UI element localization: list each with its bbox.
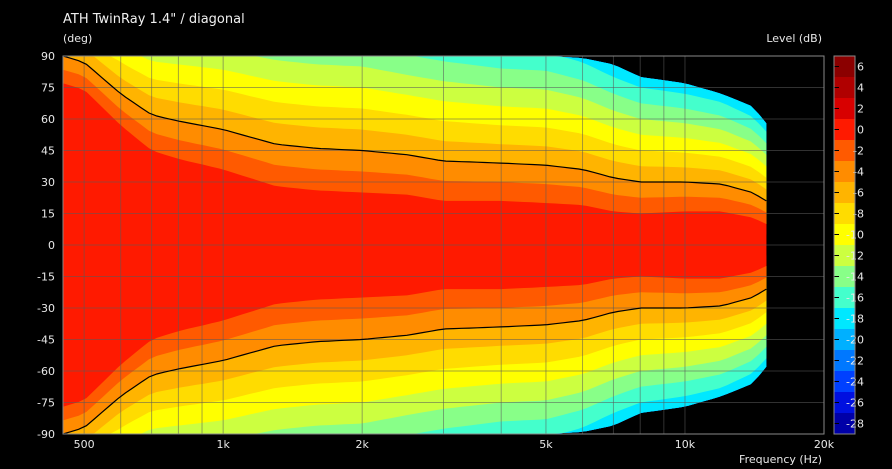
colorbar-tick-label: -2: [853, 145, 864, 158]
colorbar-swatch: [834, 77, 855, 99]
colorbar-swatch: [834, 161, 855, 183]
contour-line-upper: [62, 55, 767, 202]
colorbar-swatch: [834, 392, 855, 414]
colorbar-tick-label: 6: [857, 61, 864, 74]
colorbar-swatch: [834, 371, 855, 393]
colorbar-swatch: [834, 329, 855, 351]
colorbar-swatch: [834, 140, 855, 162]
x-tick-label: 5k: [539, 438, 553, 451]
y-tick-label: 15: [41, 208, 55, 221]
y-tick-label: -90: [37, 428, 55, 441]
x-axis-label: Frequency (Hz): [739, 453, 822, 466]
colorbar-tick-label: 4: [857, 82, 864, 95]
y-tick-label: -15: [37, 271, 55, 284]
y-tick-label: 60: [41, 113, 55, 126]
y-tick-label: 75: [41, 82, 55, 95]
y-tick-label: 0: [48, 239, 55, 252]
y-axis-label: (deg): [63, 32, 93, 45]
colorbar-tick-label: -8: [853, 208, 864, 221]
colorbar-swatch: [834, 224, 855, 246]
y-tick-label: -75: [37, 397, 55, 410]
colorbar-tick-label: -4: [853, 166, 864, 179]
colorbar-swatch: [834, 245, 855, 267]
colorbar-frame: [833, 55, 856, 435]
y-tick-label: -30: [37, 302, 55, 315]
colorbar-swatch: [834, 203, 855, 225]
y-tick-label: 30: [41, 176, 55, 189]
colorbar-swatch: [834, 350, 855, 372]
x-tick-label: 1k: [216, 438, 230, 451]
colorbar-tick-label: -6: [853, 187, 864, 200]
colorbar-swatch: [834, 56, 855, 78]
colorbar-swatch: [834, 287, 855, 309]
colorbar-swatch: [834, 182, 855, 204]
y-tick-label: -45: [37, 334, 55, 347]
colorbar-swatch: [834, 308, 855, 330]
colorbar-tick-label: 2: [857, 103, 864, 116]
y-tick-label: 45: [41, 145, 55, 158]
plot-frame: [62, 55, 825, 435]
y-tick-label: 90: [41, 50, 55, 63]
colorbar-swatch: [834, 119, 855, 141]
x-tick-label: 20k: [814, 438, 835, 451]
y-tick-label: -60: [37, 365, 55, 378]
contour-line-lower: [62, 288, 767, 435]
x-tick-label: 500: [74, 438, 95, 451]
colorbar-tick-label: 0: [857, 124, 864, 137]
colorbar-swatch: [834, 98, 855, 120]
x-tick-label: 2k: [355, 438, 369, 451]
colorbar-swatch: [834, 266, 855, 288]
chart-title: ATH TwinRay 1.4" / diagonal: [63, 12, 245, 27]
colorbar-label: Level (dB): [766, 32, 822, 45]
colorbar-swatch: [834, 413, 855, 435]
x-tick-label: 10k: [675, 438, 696, 451]
